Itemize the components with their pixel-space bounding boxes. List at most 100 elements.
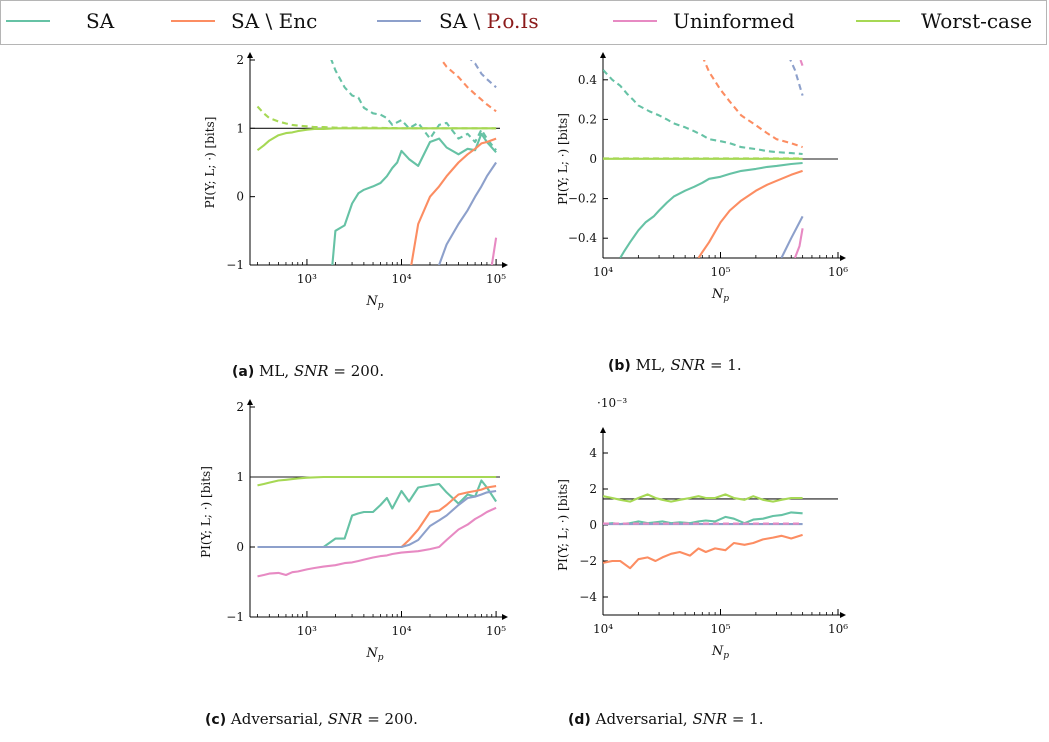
series-uninformed-solid <box>258 508 497 577</box>
caption-a: (a) ML, SNR = 200. <box>232 362 384 380</box>
series-sa-solid <box>329 134 496 306</box>
series-uninformed-solid <box>491 238 496 272</box>
y-tick-label: 0.2 <box>578 112 597 126</box>
legend-label-worst-case: Worst-case <box>921 9 1032 33</box>
y-tick-label: −1 <box>226 610 244 624</box>
caption-suffix: = 200. <box>329 362 385 380</box>
y-tick-label: −2 <box>579 554 597 568</box>
legend-label-sa-p-o-is: SA \ P.o.Is <box>439 9 539 33</box>
x-axis-label: Np <box>365 294 383 311</box>
caption-suffix: = 200. <box>362 710 418 728</box>
series-sa-solid <box>620 163 802 258</box>
plot-area <box>250 477 500 576</box>
x-tick-label: 10⁵ <box>710 622 730 636</box>
y-tick-label: 1 <box>236 470 244 484</box>
caption-letter: (d) <box>568 712 591 728</box>
series-worst-case-dashed <box>258 107 497 129</box>
y-tick-label: −0.4 <box>568 231 598 245</box>
y-tick-label: 1 <box>236 121 244 135</box>
y-tick-label: 2 <box>589 482 597 496</box>
caption-prefix: ML, <box>636 356 671 374</box>
x-tick-label: 10⁴ <box>391 624 411 638</box>
x-axis-arrow <box>502 262 508 268</box>
series-sa-solid <box>258 481 497 548</box>
plot-area <box>250 19 500 306</box>
legend: SA SA \ Enc SA \ P.o.Is Uninformed Worst-cas… <box>0 0 1047 45</box>
caption-var: SNR <box>692 710 727 728</box>
caption-letter: (c) <box>205 712 226 728</box>
y-tick-label: 0.4 <box>578 73 597 87</box>
x-tick-label: 10³ <box>297 624 317 638</box>
series-sa-enc-solid <box>258 486 497 547</box>
series-uninformed-solid <box>795 228 803 258</box>
y-tick-label: 0 <box>589 152 597 166</box>
caption-var: SNR <box>294 362 329 380</box>
series-sa-p-o-is-solid <box>258 491 497 547</box>
x-axis-arrow <box>502 614 508 620</box>
y-tick-label: −0.2 <box>568 192 597 206</box>
caption-var: SNR <box>670 356 705 374</box>
x-tick-label: 10⁵ <box>486 624 506 638</box>
caption-letter: (a) <box>232 364 254 380</box>
caption-c: (c) Adversarial, SNR = 200. <box>205 710 418 728</box>
x-axis-label: Np <box>711 287 729 304</box>
caption-b: (b) ML, SNR = 1. <box>608 356 742 374</box>
chart-panel-b: 10⁴ 10⁵ 10⁶ −0.4 −0.2 0 0.2 0.4 Np PI(Y; L; ·) [b… <box>540 45 850 377</box>
x-axis-label: Np <box>711 644 729 661</box>
y-tick-label: −4 <box>579 590 597 604</box>
legend-label-uninformed: Uninformed <box>673 9 795 33</box>
series-worst-case-solid <box>258 477 497 485</box>
caption-d: (d) Adversarial, SNR = 1. <box>568 710 764 728</box>
plot-area <box>603 494 838 568</box>
caption-prefix: ML, <box>259 362 294 380</box>
x-tick-label: 10⁴ <box>593 622 613 636</box>
y-axis-label: PI(Y; L; ·) [bits] <box>203 117 217 209</box>
x-tick-label: 10³ <box>297 272 317 286</box>
chart-panel-c: 10³ 10⁴ 10⁵ −1 0 1 2 Np PI(Y; L; ·) [bits] <box>185 395 505 710</box>
series-sa-p-o-is-dashed <box>468 57 497 88</box>
series-sa-dashed <box>324 40 497 151</box>
x-tick-label: 10⁴ <box>391 272 411 286</box>
series-sa-p-o-is-solid <box>781 216 802 258</box>
caption-letter: (b) <box>608 358 631 374</box>
series-uninformed-dashed <box>801 60 803 66</box>
series-sa-enc-solid <box>603 535 803 568</box>
caption-suffix: = 1. <box>727 710 763 728</box>
x-axis-arrow <box>840 612 846 618</box>
chart-panel-d: 10⁴ 10⁵ 10⁶ −4 −2 0 2 4 Np PI(Y; L; ·) [bits] ·10⁻… <box>540 395 850 710</box>
y-axis-arrow <box>247 52 253 58</box>
y-tick-label: 4 <box>589 446 597 460</box>
caption-suffix: = 1. <box>705 356 741 374</box>
x-tick-label: 10⁴ <box>593 265 613 279</box>
x-tick-label: 10⁵ <box>710 265 730 279</box>
y-tick-label: −1 <box>226 258 244 272</box>
series-worst-case-solid <box>603 494 803 501</box>
x-axis-label: Np <box>365 646 383 663</box>
x-tick-label: 10⁶ <box>828 265 848 279</box>
caption-var: SNR <box>328 710 363 728</box>
y-tick-label: 0 <box>589 518 597 532</box>
x-tick-label: 10⁶ <box>828 622 848 636</box>
y-tick-label: 0 <box>236 540 244 554</box>
y-axis-arrow <box>247 399 253 405</box>
y-axis-arrow <box>600 427 606 433</box>
caption-prefix: Adversarial, <box>231 710 328 728</box>
x-tick-label: 10⁵ <box>486 272 506 286</box>
y-axis-label: PI(Y; L; ·) [bits] <box>199 466 213 558</box>
y-axis-label: PI(Y; L; ·) [bits] <box>556 113 570 205</box>
legend-label-sa: SA <box>86 9 115 33</box>
y-tick-label: 0 <box>236 190 244 204</box>
series-sa-dashed <box>603 70 803 154</box>
y-axis-label: PI(Y; L; ·) [bits] <box>556 479 570 571</box>
legend-entries: SA SA \ Enc SA \ P.o.Is Uninformed Worst-cas… <box>1 1 1048 46</box>
series-worst-case-solid <box>258 128 497 150</box>
y-tick-label: 2 <box>236 400 244 414</box>
caption-prefix: Adversarial, <box>596 710 693 728</box>
legend-label-sa-enc: SA \ Enc <box>231 9 317 33</box>
series-sa-solid <box>603 512 803 524</box>
plot-area <box>603 56 838 258</box>
chart-panel-a: 10³ 10⁴ 10⁵ −1 0 1 2 Np PI(Y; L; ·) [bits] <box>250 45 500 377</box>
x-axis-arrow <box>840 255 846 261</box>
series-sa-enc-dashed <box>702 56 802 147</box>
y-scale-label: ·10⁻³ <box>597 396 627 410</box>
